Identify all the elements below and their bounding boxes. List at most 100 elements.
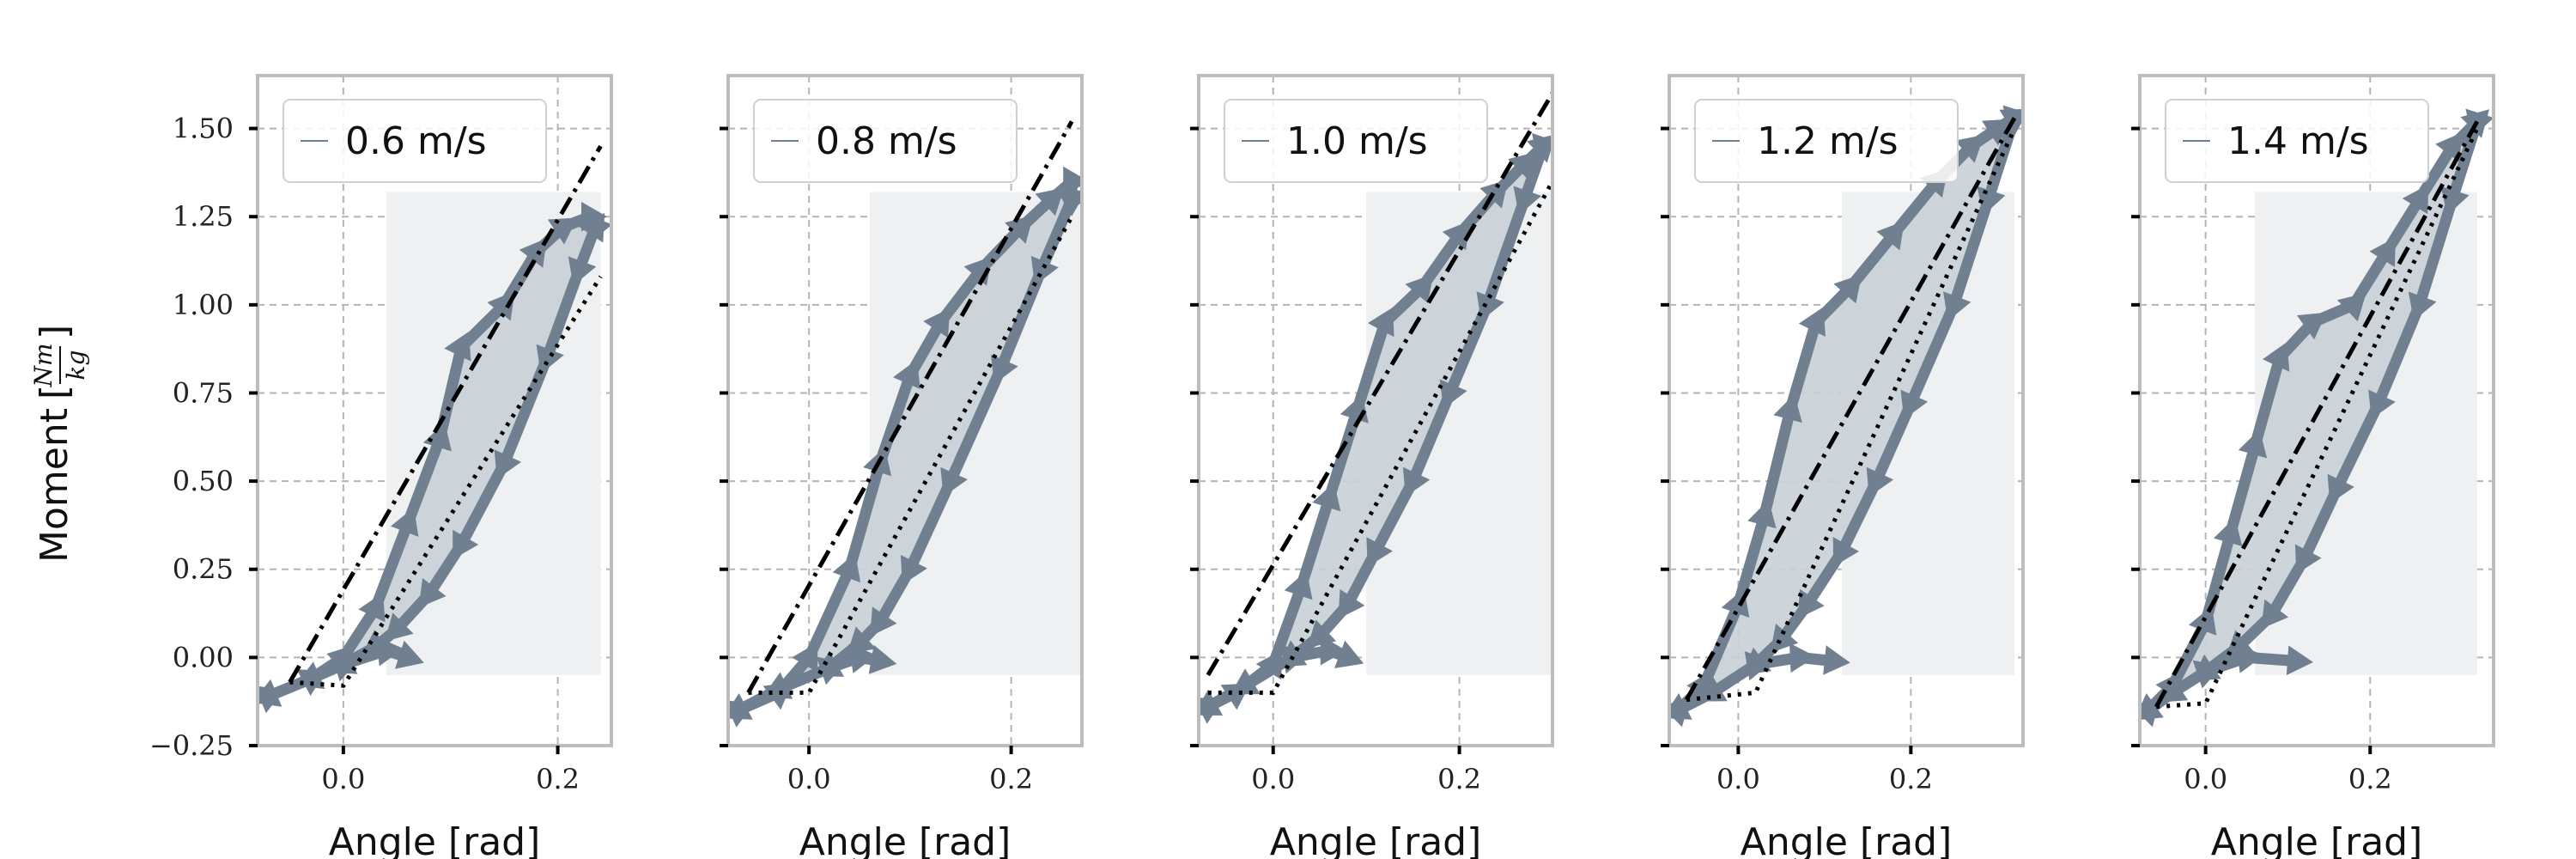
x-tick-label: 0.2 [536,763,580,795]
legend: 0.6 m/s [283,99,547,183]
legend: 0.8 m/s [753,99,1018,183]
plot-area [1199,92,1552,724]
loading-marker [1255,649,1283,680]
fit-line-unloading [289,275,603,688]
hook-marker [2236,643,2264,673]
plot-area [2140,108,2494,728]
x-axis-label: Angle [rad] [329,820,541,859]
unloading-marker [1797,588,1825,619]
y-axis-unit-denominator: kg [62,350,90,381]
loading-marker [1312,482,1341,512]
y-tick-label: 0.75 [173,376,234,409]
loading-marker [1798,307,1826,337]
unloading-marker [494,449,522,479]
fit-line-loading [2154,120,2479,709]
unloading-marker [568,256,597,286]
unloading-marker [1770,624,1799,653]
unloading-marker [536,344,564,375]
hook-marker [1320,635,1346,666]
loading-marker [547,217,578,245]
unloading-marker [1402,466,1431,497]
fit-line-loading [288,144,603,684]
panel-5: 0.0 0.2 Angle [rad] 1.4 m/s [2131,74,2495,859]
panel-4: 0.0 0.2 Angle [rad] 1.2 m/s [1661,74,2025,859]
hook-marker [848,643,877,673]
panel-1: −0.25 0.00 0.25 0.50 0.75 1.00 1.25 1.50 0.0 0.2 A… [149,74,613,859]
y-axis-label-bracket-close: ] [33,325,76,339]
x-tick-label: 0.2 [1889,763,1933,795]
legend-label: 1.2 m/s [1757,119,1899,163]
legend: 1.0 m/s [1224,99,1488,183]
loading-marker [1508,151,1537,180]
unloading-marker [1513,186,1542,216]
panel-frame [2138,74,2495,747]
hysteresis-fill [1207,146,1544,707]
unloading-marker [1532,132,1552,162]
unloading-marker [870,606,897,637]
x-tick-label: 0.0 [1716,763,1760,795]
y-tick-label: 0.50 [173,465,234,497]
hook-marker [2192,660,2222,689]
loading-marker [2238,429,2268,459]
unloading-marker [1866,466,1894,497]
hook-marker [376,637,404,667]
loading-marker [444,332,471,362]
unloading-marker [453,529,479,560]
panel-3: 0.0 0.2 Angle [rad] 1.0 m/s [1190,74,1554,859]
unloading-marker [1061,185,1082,216]
unloading-marker [940,466,968,497]
loading-marker [487,291,515,321]
x-tick-label: 0.0 [1251,763,1295,795]
loading-marker [2435,132,2463,162]
legend-label: 0.8 m/s [816,119,957,163]
y-tick-label: 0.25 [173,553,234,586]
hook-marker [394,640,424,669]
legend-box [1224,99,1488,183]
unloading-marker [2440,186,2470,216]
panel-frame [1197,74,1554,747]
hysteresis-fill [2148,121,2477,710]
unloading-marker [2368,389,2396,419]
hook-marker [868,644,897,674]
unloading-marker [990,354,1018,385]
loading-marker [391,507,419,537]
y-tick-label: −0.25 [149,729,234,762]
legend-label: 1.0 m/s [1286,119,1428,163]
plot-area [1669,105,2023,728]
x-tick-label: 0.0 [321,763,365,795]
legend-box [2165,99,2429,183]
plot-area [728,120,1082,728]
hook-marker [1334,640,1364,668]
loading-marker [2369,237,2396,267]
x-axis-label: Angle [rad] [2211,820,2423,859]
panels: −0.25 0.00 0.25 0.50 0.75 1.00 1.25 1.50 0.0 0.2 A… [149,74,2495,859]
loading-marker [2336,293,2366,322]
loading-marker [1747,499,1777,529]
loading-marker [1367,307,1394,338]
hysteresis-fill [738,181,1072,710]
fit-line-loading [746,120,1074,694]
y-axis-label-text: Moment [33,408,76,563]
loading-marker [1721,588,1750,618]
x-axis-label: Angle [rad] [1741,820,1953,859]
unloading-marker [1476,291,1504,321]
panel-frame [256,74,613,747]
unloading-marker [1943,291,1971,321]
hook-marker [331,653,360,682]
unloading-marker [1439,379,1467,409]
unloading-marker [385,612,414,642]
loading-marker [519,238,547,268]
hook-marker [1823,645,1850,675]
legend-box [753,99,1018,183]
fit-line-unloading [748,215,1074,695]
x-tick-label: 0.2 [2348,763,2392,795]
x-tick-label: 0.0 [2184,763,2227,795]
loading-marker [2263,342,2290,372]
panel-2: 0.0 0.2 Angle [rad] 0.8 m/s [720,74,1084,859]
unloading-marker [2294,544,2322,575]
unloading-marker [1832,537,1859,567]
unloading-curve [732,193,1078,716]
hook-marker [2286,645,2313,675]
unloading-marker [1338,588,1365,619]
